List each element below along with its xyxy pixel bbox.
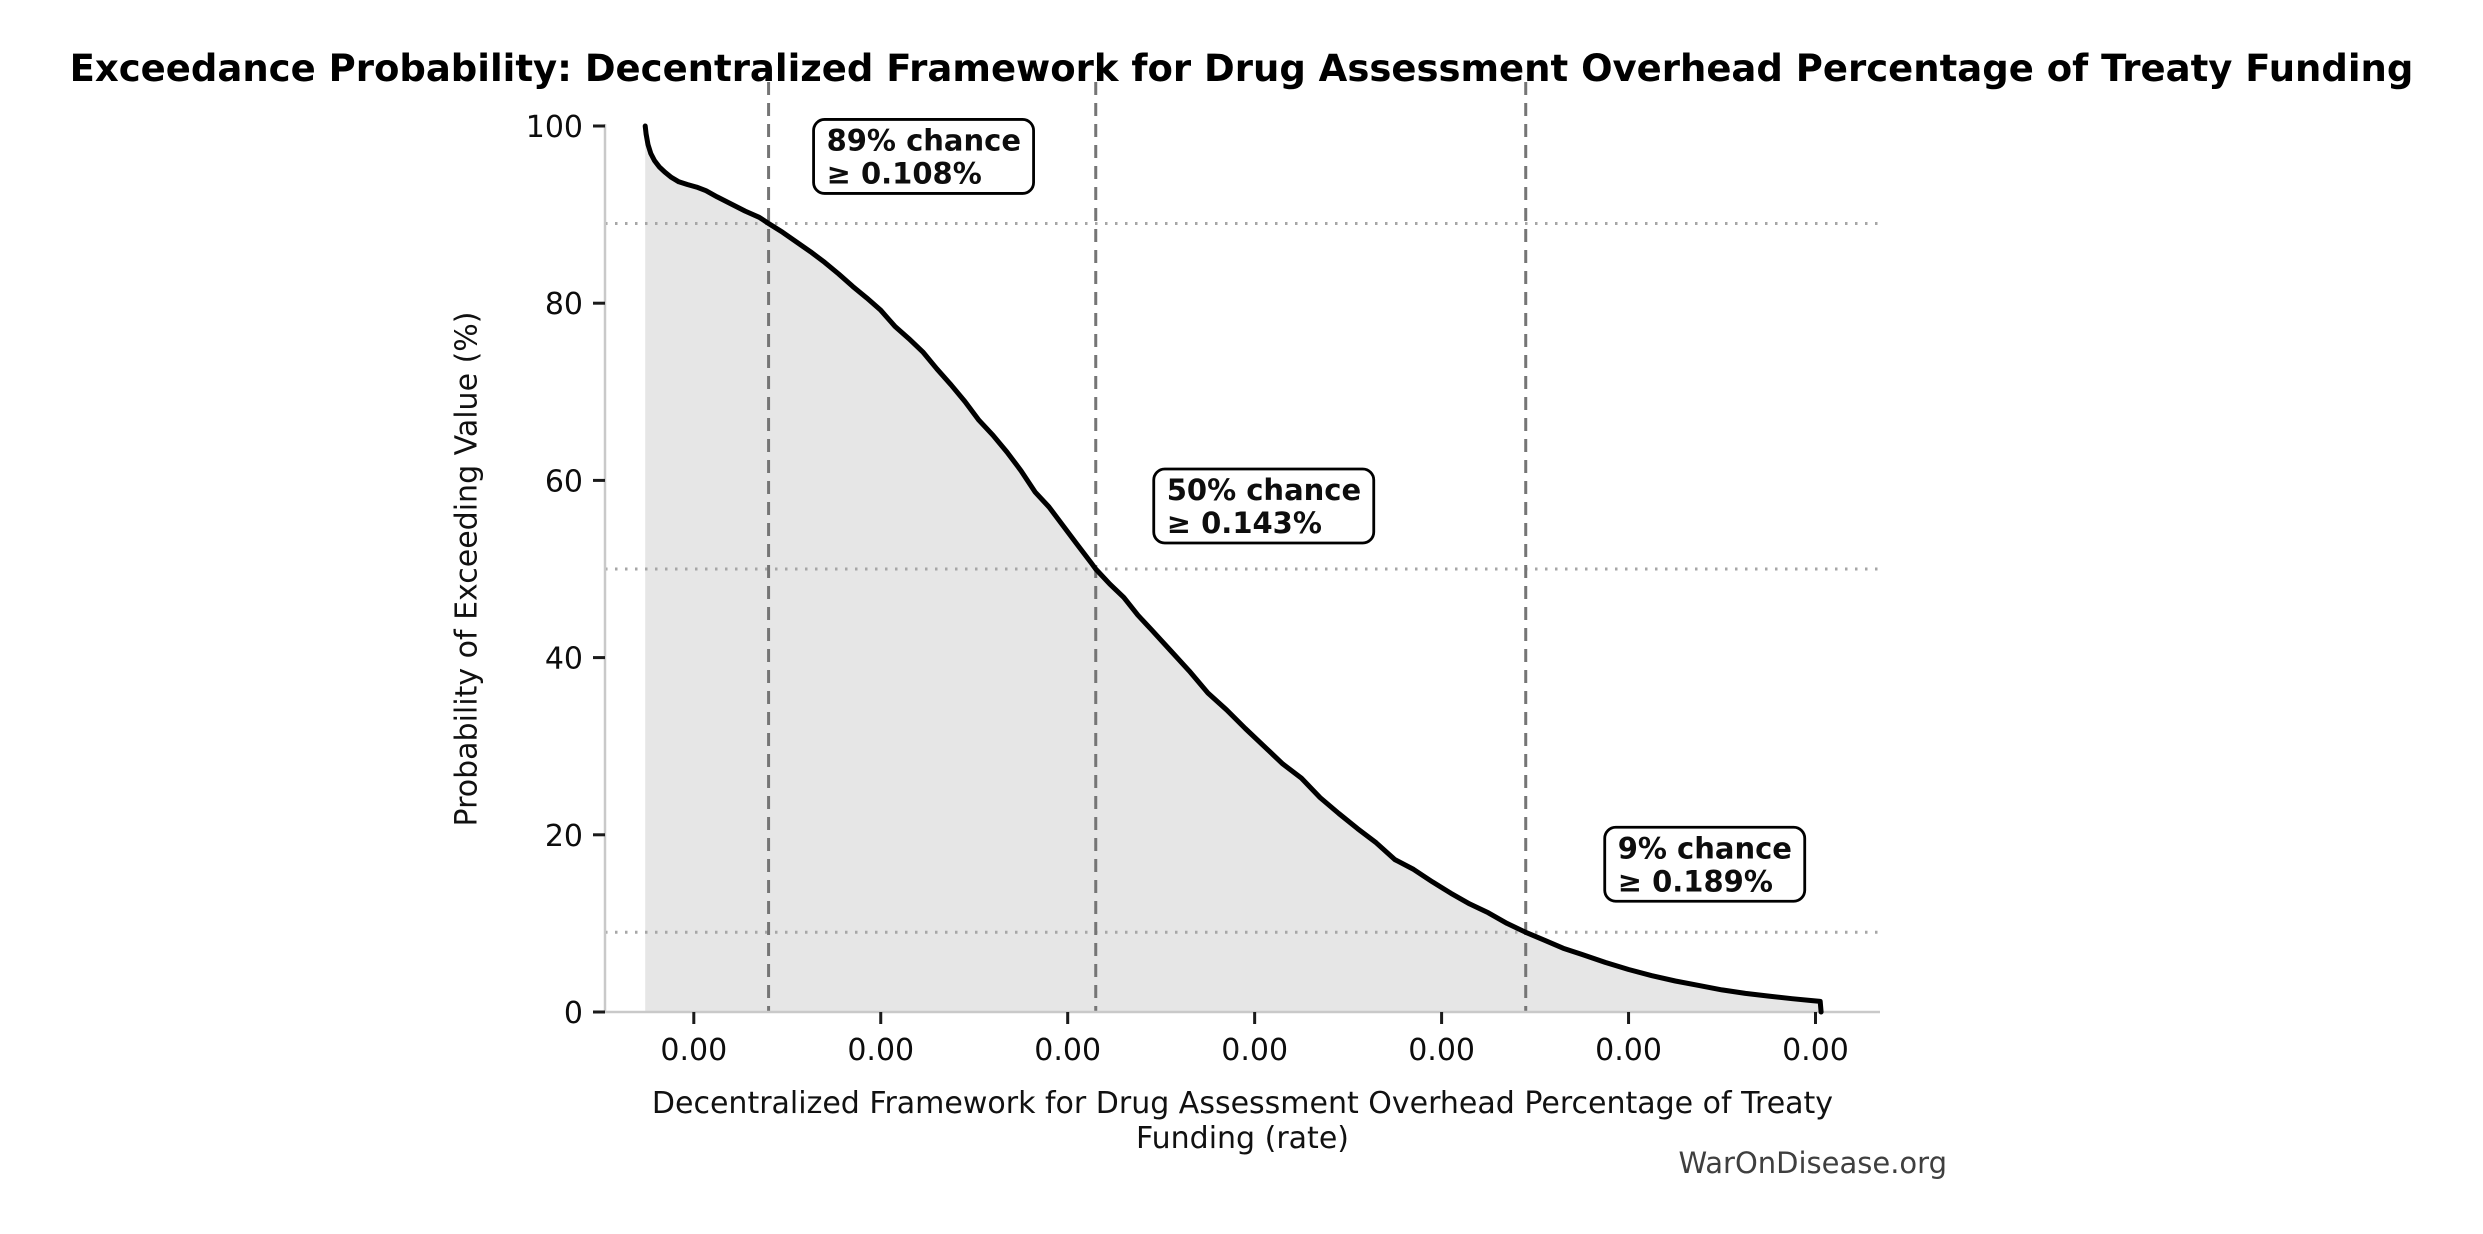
annotation-box	[1603, 825, 1807, 903]
annotation-50-chance: 50% chance ≥ 0.143%	[1152, 467, 1376, 545]
y-tick-label: 100	[526, 110, 583, 145]
annotation-text: 50% chance ≥ 0.143%	[1167, 473, 1361, 540]
y-tick-label: 20	[545, 819, 583, 854]
area-fill	[645, 126, 1822, 1012]
y-axis-label: Probability of Exceeding Value (%)	[449, 311, 485, 827]
y-tick-label: 80	[545, 287, 583, 322]
x-tick-label: 0.00	[1782, 1033, 1849, 1068]
y-tick-label: 0	[564, 996, 583, 1031]
x-tick-label: 0.00	[1408, 1033, 1475, 1068]
annotation-9-chance: 9% chance ≥ 0.189%	[1603, 825, 1807, 903]
x-tick-label: 0.00	[660, 1033, 727, 1068]
annotation-box	[812, 118, 1035, 195]
watermark-text: WarOnDisease.org	[1678, 1146, 1947, 1180]
x-axis-label: Decentralized Framework for Drug Assessm…	[651, 1086, 1834, 1156]
annotation-89-chance: 89% chance ≥ 0.108%	[812, 118, 1035, 195]
annotation-box	[1152, 467, 1376, 545]
x-tick-label: 0.00	[1221, 1033, 1288, 1068]
x-tick-label: 0.00	[847, 1033, 914, 1068]
y-tick-label: 60	[545, 464, 583, 499]
annotation-text: 9% chance ≥ 0.189%	[1618, 831, 1792, 898]
annotation-text: 89% chance ≥ 0.108%	[827, 123, 1021, 190]
x-tick-label: 0.00	[1595, 1033, 1662, 1068]
y-tick-label: 40	[545, 642, 583, 677]
x-tick-label: 0.00	[1034, 1033, 1101, 1068]
chart-title: Exceedance Probability: Decentralized Fr…	[69, 47, 2414, 90]
exceedance-curve	[642, 123, 1824, 1015]
